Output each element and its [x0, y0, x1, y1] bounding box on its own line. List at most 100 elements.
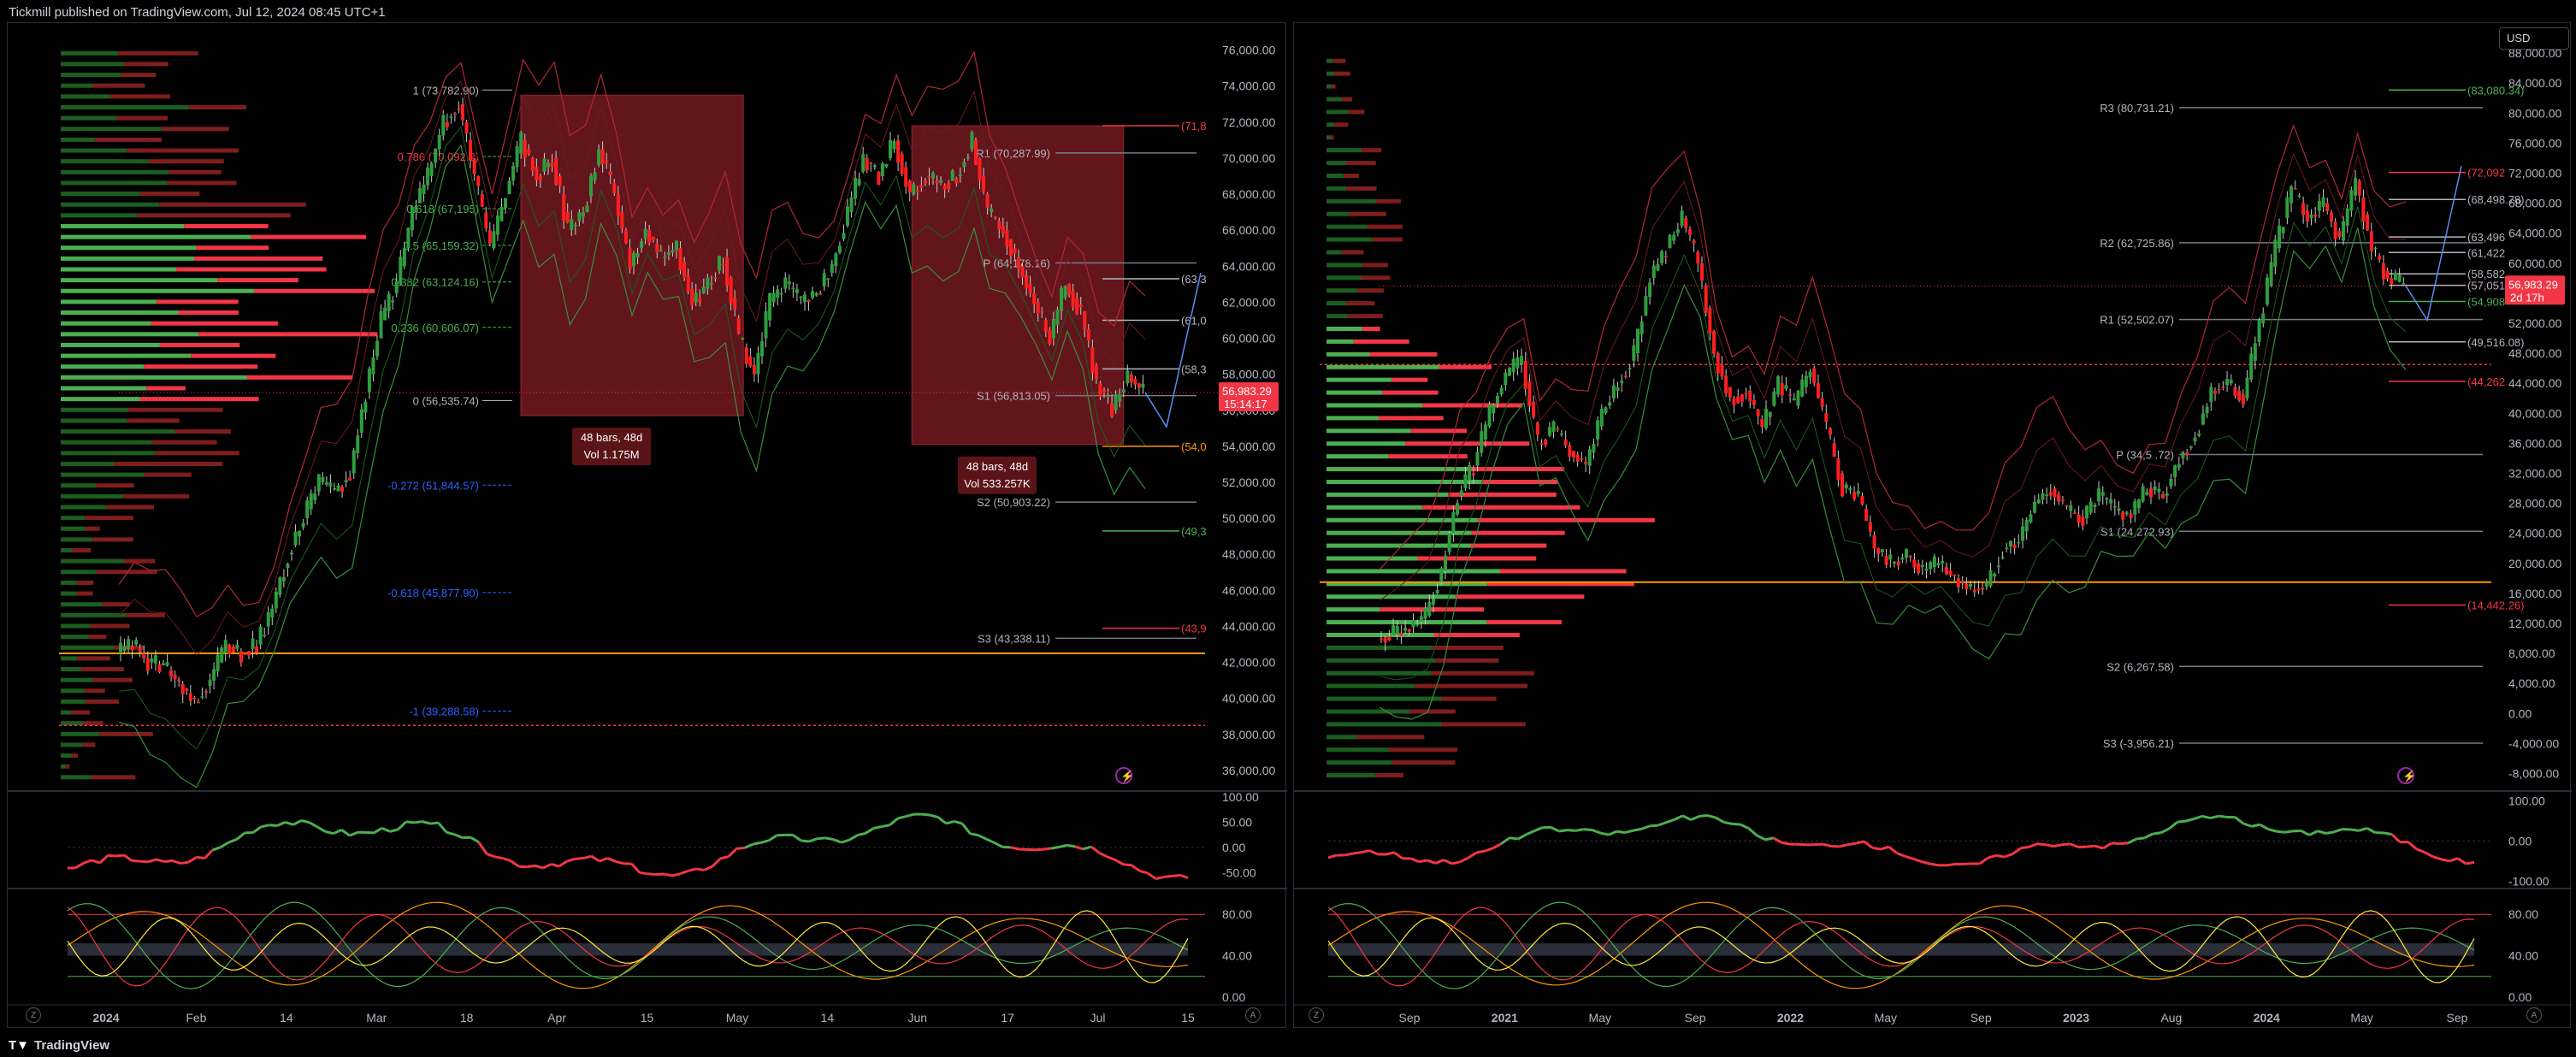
- candle-body: [605, 160, 609, 163]
- candle-body: [429, 162, 434, 176]
- osc1-segment: [720, 855, 730, 860]
- volume-profile-bar-sell: [159, 342, 240, 347]
- candle-body: [1663, 256, 1668, 257]
- left-chart-panel[interactable]: 76,000.00 74,000.00 72,000.00 70,000.00 68,0…: [7, 22, 1287, 1029]
- candle-body: [718, 256, 721, 271]
- candle-body: [1075, 298, 1079, 314]
- left-timezone-button[interactable]: Z: [26, 1007, 41, 1023]
- right-timezone-button[interactable]: Z: [1309, 1007, 1324, 1023]
- osc1-segment: [1409, 857, 1420, 864]
- candle-body: [698, 298, 702, 303]
- candle-body: [1808, 371, 1812, 378]
- price-axis-label: 62,000.00: [1222, 295, 1275, 309]
- osc1-segment: [832, 838, 842, 844]
- volume-profile-bar-buy: [61, 635, 89, 640]
- candle-body: [577, 212, 582, 221]
- candle-body: [515, 145, 519, 168]
- volume-profile-bar-buy: [1326, 97, 1343, 102]
- time-axis-label: Apr: [547, 1011, 566, 1025]
- candle-body: [1780, 383, 1784, 396]
- volume-profile-bar-sell: [1432, 645, 1504, 650]
- candle-body: [1616, 387, 1620, 391]
- candle-body: [2165, 493, 2169, 496]
- candle-body: [1640, 321, 1644, 335]
- level-tag: (49,3: [1181, 525, 1207, 538]
- osc1-segment: [2086, 844, 2095, 848]
- candle-body: [1976, 588, 1981, 591]
- candle-body: [2048, 492, 2053, 496]
- candle-body: [939, 180, 943, 183]
- candle-body: [1083, 310, 1087, 329]
- volume-profile-bar-buy: [1326, 161, 1348, 166]
- candle-body: [2057, 493, 2061, 502]
- volume-profile-bar-sell: [1378, 416, 1444, 421]
- candle-body: [1584, 462, 1588, 464]
- osc1-segment: [1591, 829, 1601, 835]
- candle-body: [2349, 190, 2354, 211]
- volume-profile-bar-buy: [61, 688, 85, 694]
- volume-profile-bar-buy: [61, 288, 255, 293]
- time-axis-label: 2023: [2063, 1011, 2089, 1025]
- osc1-segment: [727, 847, 738, 858]
- candle-body: [457, 109, 461, 110]
- osc1-segment: [857, 831, 866, 837]
- candle-body: [2145, 492, 2149, 495]
- osc1-segment: [824, 836, 834, 841]
- volume-profile-bar-sell: [1431, 670, 1534, 676]
- osc1-segment: [848, 834, 859, 841]
- candle-body: [399, 257, 403, 285]
- volume-profile-bar-buy: [61, 645, 115, 650]
- publish-header: Tickmill published on TradingView.com, J…: [0, 0, 2576, 22]
- time-axis-label: 2024: [2254, 1011, 2280, 1025]
- osc1-segment: [2267, 828, 2278, 833]
- currency-button[interactable]: USD: [2499, 27, 2569, 50]
- right-chart-canvas[interactable]: 88,000.00 84,000.00 80,000.00 76,000.00 72,0…: [1294, 23, 2572, 1029]
- candle-body: [651, 237, 655, 241]
- volume-profile-bar-buy: [1326, 58, 1333, 63]
- candle-body: [1832, 443, 1836, 458]
- volume-profile-bar-sell: [1435, 658, 1499, 663]
- volume-profile-bar-sell: [85, 516, 133, 521]
- candle-body: [1086, 329, 1090, 341]
- candle-body: [2085, 505, 2089, 519]
- volume-profile-bar-buy: [1326, 467, 1468, 472]
- osc1-segment: [526, 864, 535, 869]
- candle-body: [1568, 445, 1572, 458]
- tradingview-logo[interactable]: T▼ TradingView: [9, 1038, 109, 1053]
- candle-body: [286, 564, 290, 569]
- candle-body: [620, 212, 624, 229]
- candle-body: [2045, 494, 2049, 496]
- candle-body: [227, 644, 232, 655]
- candle-body: [1459, 490, 1463, 496]
- right-chart-panel[interactable]: 88,000.00 84,000.00 80,000.00 76,000.00 72,0…: [1293, 22, 2572, 1029]
- volume-profile-bar-sell: [1441, 696, 1497, 701]
- keltner-upper: [118, 80, 1146, 656]
- candle-body: [818, 292, 823, 295]
- candle-body: [499, 207, 504, 221]
- candle-body: [1692, 240, 1696, 244]
- volume-profile-bar-buy: [1326, 237, 1374, 242]
- osc1-segment: [1427, 859, 1436, 865]
- volume-profile-bar-buy: [61, 656, 78, 661]
- osc1-segment: [1633, 827, 1642, 832]
- candle-body: [682, 262, 687, 278]
- candle-body: [1708, 308, 1712, 334]
- candle-body: [387, 293, 391, 311]
- candle-body: [1924, 568, 1929, 571]
- candle-body: [305, 500, 310, 519]
- volume-profile-bar-buy: [61, 50, 119, 56]
- pivot-label: R2 (62,725.86): [2100, 237, 2174, 250]
- price-axis-label: -8,000.00: [2508, 766, 2559, 780]
- candle-body: [1800, 379, 1805, 397]
- right-auto-scale-button[interactable]: A: [2526, 1007, 2542, 1023]
- left-chart-canvas[interactable]: 76,000.00 74,000.00 72,000.00 70,000.00 68,0…: [8, 23, 1287, 1029]
- osc1-segment: [2136, 836, 2145, 841]
- publisher-text: Tickmill published on TradingView.com, J…: [9, 5, 386, 20]
- osc2-line: [1327, 901, 2475, 989]
- candle-body: [263, 635, 267, 636]
- pivot-label: R3 (80,731.21): [2100, 102, 2174, 115]
- left-auto-scale-button[interactable]: A: [1245, 1007, 1261, 1023]
- osc1-segment: [2210, 814, 2219, 820]
- candle-body: [1969, 584, 1973, 588]
- osc1-segment: [760, 839, 770, 844]
